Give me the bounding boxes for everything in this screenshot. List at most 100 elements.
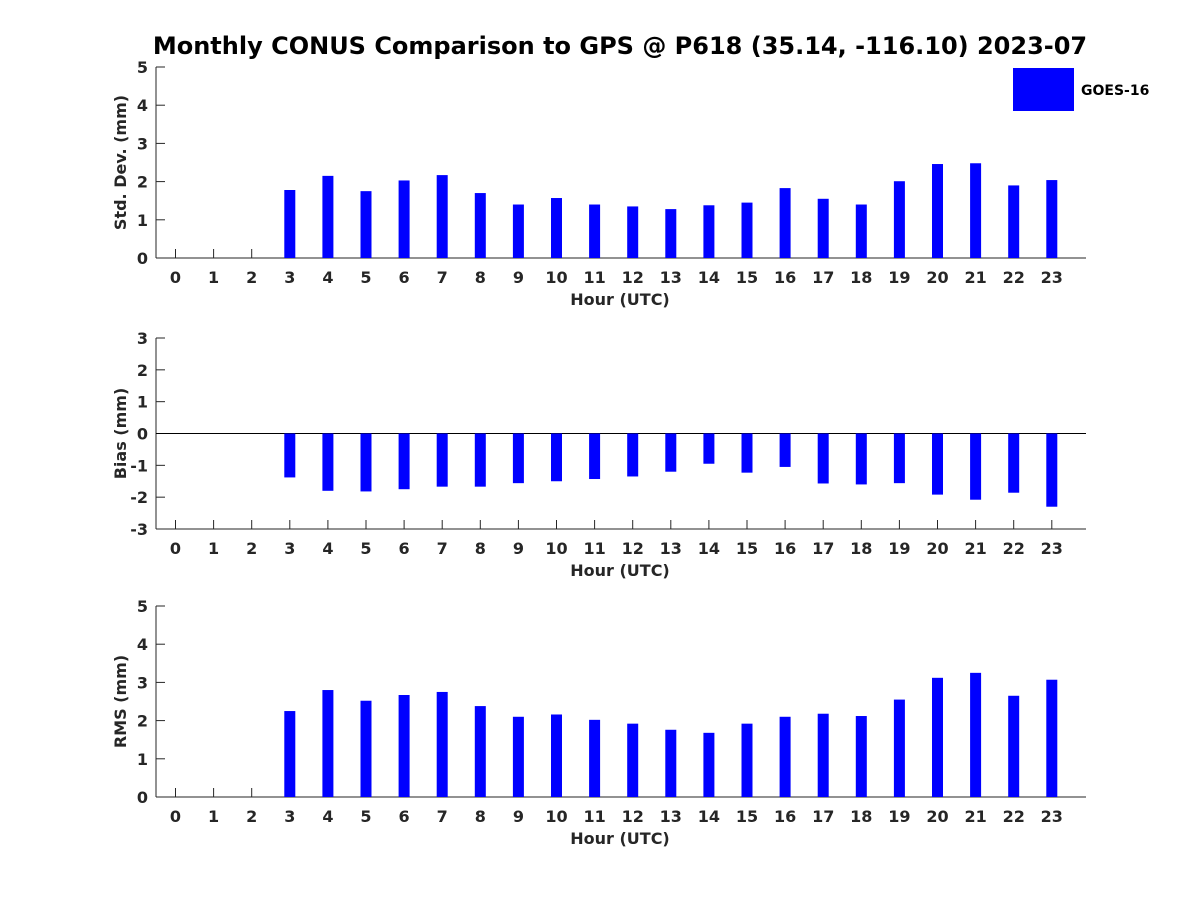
x-tick-label: 20 <box>926 539 948 558</box>
y-tick-label: 3 <box>137 134 148 153</box>
bar <box>474 706 486 797</box>
x-tick-label: 7 <box>437 268 448 287</box>
x-tick-label: 10 <box>545 539 567 558</box>
x-tick-label: 23 <box>1041 268 1063 287</box>
y-tick-label: 2 <box>137 361 148 380</box>
bar <box>589 433 601 480</box>
bar <box>741 433 753 473</box>
x-tick-label: 16 <box>774 268 796 287</box>
bar <box>970 163 982 258</box>
bar <box>322 690 334 797</box>
x-tick-label: 17 <box>812 539 834 558</box>
x-tick-label: 7 <box>437 807 448 826</box>
x-tick-label: 18 <box>850 268 872 287</box>
x-axis-label: Hour (UTC) <box>570 290 670 309</box>
bar <box>1046 433 1058 507</box>
x-tick-label: 0 <box>170 268 181 287</box>
bar <box>893 699 905 797</box>
bar <box>398 433 410 490</box>
bar <box>893 433 905 484</box>
x-tick-label: 21 <box>964 268 986 287</box>
y-tick-label: 2 <box>137 712 148 731</box>
x-tick-label: 20 <box>926 807 948 826</box>
y-axis-label: Std. Dev. (mm) <box>111 95 130 230</box>
bar <box>551 198 562 258</box>
y-axis-label: Bias (mm) <box>111 388 130 480</box>
bar <box>360 700 372 797</box>
x-tick-label: 5 <box>360 539 371 558</box>
bar <box>589 204 601 258</box>
x-tick-label: 18 <box>850 807 872 826</box>
bar <box>932 433 943 495</box>
x-tick-label: 17 <box>812 807 834 826</box>
bar <box>1008 185 1020 258</box>
bar <box>779 433 791 467</box>
x-tick-label: 9 <box>513 268 524 287</box>
x-tick-label: 13 <box>660 807 682 826</box>
bar <box>741 202 753 258</box>
bar <box>970 672 982 797</box>
bar <box>284 711 296 797</box>
x-tick-label: 3 <box>284 807 295 826</box>
y-tick-label: 5 <box>137 58 148 77</box>
bar <box>817 198 829 258</box>
x-tick-label: 2 <box>246 539 257 558</box>
x-tick-label: 9 <box>513 807 524 826</box>
x-tick-label: 12 <box>622 268 644 287</box>
x-tick-label: 4 <box>322 539 333 558</box>
y-tick-label: 4 <box>137 635 148 654</box>
x-tick-label: 19 <box>888 807 910 826</box>
x-tick-label: 8 <box>475 268 486 287</box>
y-tick-label: 0 <box>137 788 148 807</box>
y-tick-label: 1 <box>137 750 148 769</box>
bar <box>284 433 296 478</box>
x-tick-label: 0 <box>170 807 181 826</box>
x-tick-label: 3 <box>284 268 295 287</box>
chart-title: Monthly CONUS Comparison to GPS @ P618 (… <box>153 32 1087 60</box>
bar <box>703 205 715 258</box>
bar <box>474 433 486 487</box>
y-tick-label: -3 <box>130 520 148 539</box>
bar <box>970 433 982 500</box>
y-tick-label: 3 <box>137 673 148 692</box>
x-tick-label: 14 <box>698 539 720 558</box>
x-tick-label: 22 <box>1003 268 1025 287</box>
bar <box>855 433 867 485</box>
x-tick-label: 22 <box>1003 539 1025 558</box>
x-tick-label: 6 <box>399 539 410 558</box>
x-tick-label: 14 <box>698 807 720 826</box>
x-tick-label: 16 <box>774 807 796 826</box>
bar <box>512 716 524 797</box>
bar <box>360 191 372 258</box>
bar <box>932 164 943 258</box>
y-tick-label: 0 <box>137 249 148 268</box>
bar <box>436 691 448 797</box>
x-tick-label: 13 <box>660 268 682 287</box>
bar <box>512 433 524 484</box>
y-tick-label: 0 <box>137 425 148 444</box>
bar <box>665 209 677 258</box>
bar <box>627 206 639 258</box>
x-tick-label: 23 <box>1041 539 1063 558</box>
bar <box>779 188 791 258</box>
bar <box>627 433 639 477</box>
x-tick-label: 1 <box>208 807 219 826</box>
x-axis-label: Hour (UTC) <box>570 829 670 848</box>
x-tick-label: 13 <box>660 539 682 558</box>
x-tick-label: 6 <box>399 807 410 826</box>
x-tick-label: 22 <box>1003 807 1025 826</box>
y-tick-label: -1 <box>130 456 148 475</box>
x-tick-label: 19 <box>888 268 910 287</box>
x-tick-label: 15 <box>736 539 758 558</box>
bar <box>703 433 715 464</box>
bar <box>474 193 486 258</box>
bar <box>703 732 715 797</box>
y-tick-label: 2 <box>137 173 148 192</box>
bar <box>322 433 334 491</box>
x-tick-label: 21 <box>964 539 986 558</box>
y-tick-label: -2 <box>130 488 148 507</box>
legend-label: GOES-16 <box>1081 83 1149 99</box>
